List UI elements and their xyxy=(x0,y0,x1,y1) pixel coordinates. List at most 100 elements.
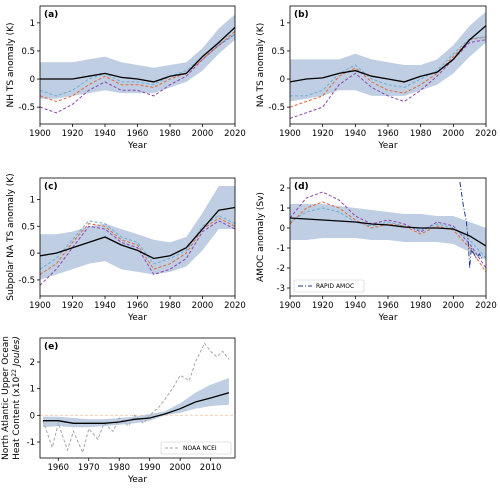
x-tick-label: 2000 xyxy=(192,301,214,311)
plot-area xyxy=(290,11,486,119)
y-tick-label: 2 xyxy=(30,358,35,368)
y-tick-label: 0.5 xyxy=(21,47,35,57)
y-tick-label: 1 xyxy=(30,19,35,29)
ensemble-mean-line xyxy=(290,217,486,247)
y-tick-label: 0.5 xyxy=(271,47,285,57)
x-tick-label: 1920 xyxy=(312,301,334,311)
x-tick-label: 1980 xyxy=(410,129,432,139)
panel-2: 1900 1920 1940 1960 1980 2000 2020 -0.5 0 0.5 1 (b)… xyxy=(256,5,497,151)
y-tick-label: -1 xyxy=(277,244,285,254)
y-tick-label: -2 xyxy=(277,264,285,274)
y-tick-label: 0 xyxy=(280,224,285,234)
x-tick-label: 2000 xyxy=(192,129,214,139)
uncertainty-band xyxy=(40,186,235,280)
y-tick-label: 0.5 xyxy=(21,222,35,232)
x-tick-label: 1900 xyxy=(29,301,51,311)
y-tick-label: 0 xyxy=(30,249,35,259)
legend-entry: RAPID AMOC xyxy=(316,283,354,290)
x-axis-label: Year xyxy=(377,141,397,151)
y-axis-label-exponent: 22 xyxy=(11,369,18,377)
panel-label: (e) xyxy=(44,342,58,352)
x-tick-label: 2020 xyxy=(224,129,246,139)
y-axis-label-part: Heat Content (x10 xyxy=(12,376,22,459)
y-tick-label: -3 xyxy=(277,284,285,294)
x-tick-label: 1990 xyxy=(139,463,161,473)
panel-label: (c) xyxy=(44,182,58,192)
ensemble-mean-line xyxy=(290,25,486,83)
x-tick-label: 1920 xyxy=(312,129,334,139)
y-tick-label: 0 xyxy=(30,411,35,421)
y-axis-label-line1: North Atlantic Upper Ocean xyxy=(1,336,11,460)
panel-label: (d) xyxy=(294,182,309,192)
x-tick-label: 2020 xyxy=(475,129,497,139)
y-axis-label-line2: Heat Content (x1022 Joules) xyxy=(11,336,22,460)
plot-area xyxy=(40,14,235,114)
y-axis-label: NH TS anomaly (K) xyxy=(6,22,16,107)
ensemble-mean-line xyxy=(40,206,235,260)
x-tick-label: 2000 xyxy=(443,129,465,139)
x-axis-label: Year xyxy=(377,313,397,323)
x-tick-label: 1960 xyxy=(47,463,69,473)
uncertainty-band xyxy=(290,204,486,260)
x-tick-label: 2000 xyxy=(443,301,465,311)
panel-5: 1960 1970 1980 1990 2000 2010 -1 0 1 2 (e) Year Nort… xyxy=(1,336,236,485)
x-tick-label: 1960 xyxy=(377,129,399,139)
x-tick-label: 1900 xyxy=(29,129,51,139)
series-line-1 xyxy=(40,220,235,286)
y-tick-label: -0.5 xyxy=(18,103,35,113)
legend-box xyxy=(293,279,365,293)
x-tick-label: 2020 xyxy=(224,301,246,311)
x-tick-label: 2000 xyxy=(169,463,191,473)
x-axis-label: Year xyxy=(127,313,147,323)
panel-1: 1900 1920 1940 1960 1980 2000 2020 -0.5 0 0.5 1 (a)… xyxy=(6,5,246,151)
panel-label: (a) xyxy=(44,10,58,20)
plot-area xyxy=(290,181,486,273)
ensemble-mean-line xyxy=(43,392,230,424)
x-tick-label: 1940 xyxy=(345,301,367,311)
series-line-3 xyxy=(40,33,235,97)
axes-frame xyxy=(39,337,236,459)
x-tick-label: 1980 xyxy=(159,129,181,139)
uncertainty-band xyxy=(290,11,486,102)
series-line-3 xyxy=(290,207,486,259)
plot-area xyxy=(40,342,235,455)
series-line-2 xyxy=(290,36,486,108)
y-tick-label: 1 xyxy=(30,385,35,395)
x-tick-label: 1960 xyxy=(127,301,149,311)
series-line-1 xyxy=(40,33,235,114)
panel-4: 1900 1920 1940 1960 1980 2000 2020 -3 -2 -1 0 1 2 (d)… xyxy=(256,177,497,323)
y-axis-label: AMOC anomaly (Sv) xyxy=(256,192,266,282)
series-line-3 xyxy=(290,36,486,97)
x-tick-label: 1980 xyxy=(108,463,130,473)
legend-entry: NOAA NCEI xyxy=(183,445,217,452)
x-axis-label: Year xyxy=(127,475,147,485)
panel-3: 1900 1920 1940 1960 1980 2000 2020 -0.5 0 0.5 1 (c)… xyxy=(6,173,246,323)
x-tick-label: 1980 xyxy=(159,301,181,311)
y-tick-label: 2 xyxy=(280,184,285,194)
x-tick-label: 1940 xyxy=(94,129,116,139)
y-tick-label: 1 xyxy=(280,204,285,214)
x-tick-label: 2020 xyxy=(475,301,497,311)
y-axis-label-units: Joules) xyxy=(12,336,22,369)
x-tick-label: 1900 xyxy=(279,301,301,311)
legend: NOAA NCEI xyxy=(160,441,232,455)
x-tick-label: 1900 xyxy=(279,129,301,139)
x-tick-label: 2010 xyxy=(200,463,222,473)
legend-box xyxy=(160,441,232,455)
y-tick-label: -1 xyxy=(27,438,35,448)
x-tick-label: 1980 xyxy=(410,301,432,311)
series-line-4 xyxy=(459,181,484,269)
y-tick-label: -0.5 xyxy=(268,103,285,113)
series-line-2 xyxy=(290,201,486,273)
x-tick-label: 1960 xyxy=(377,301,399,311)
x-tick-label: 1920 xyxy=(62,129,84,139)
x-axis-label: Year xyxy=(127,141,147,151)
legend: RAPID AMOC xyxy=(293,279,365,293)
y-axis-label: Subpolar NA TS anomaly (K) xyxy=(6,173,16,300)
uncertainty-band xyxy=(40,14,235,99)
x-tick-label: 1920 xyxy=(62,301,84,311)
series-line-1 xyxy=(290,39,486,119)
series-line-1 xyxy=(290,191,486,269)
x-tick-label: 1970 xyxy=(78,463,100,473)
